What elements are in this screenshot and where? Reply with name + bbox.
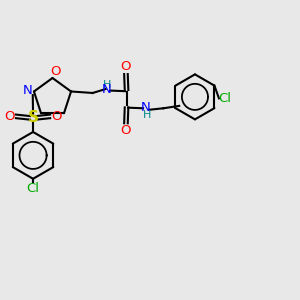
Text: H: H: [103, 80, 111, 90]
Text: O: O: [51, 110, 62, 123]
Text: Cl: Cl: [218, 92, 231, 105]
Text: O: O: [120, 60, 130, 73]
Text: O: O: [50, 65, 61, 78]
Text: S: S: [28, 110, 39, 125]
Text: N: N: [22, 84, 32, 98]
Text: O: O: [5, 110, 15, 123]
Text: O: O: [120, 124, 130, 137]
Text: N: N: [102, 83, 112, 96]
Text: H: H: [143, 110, 151, 120]
Text: Cl: Cl: [27, 182, 40, 195]
Text: N: N: [141, 101, 151, 114]
